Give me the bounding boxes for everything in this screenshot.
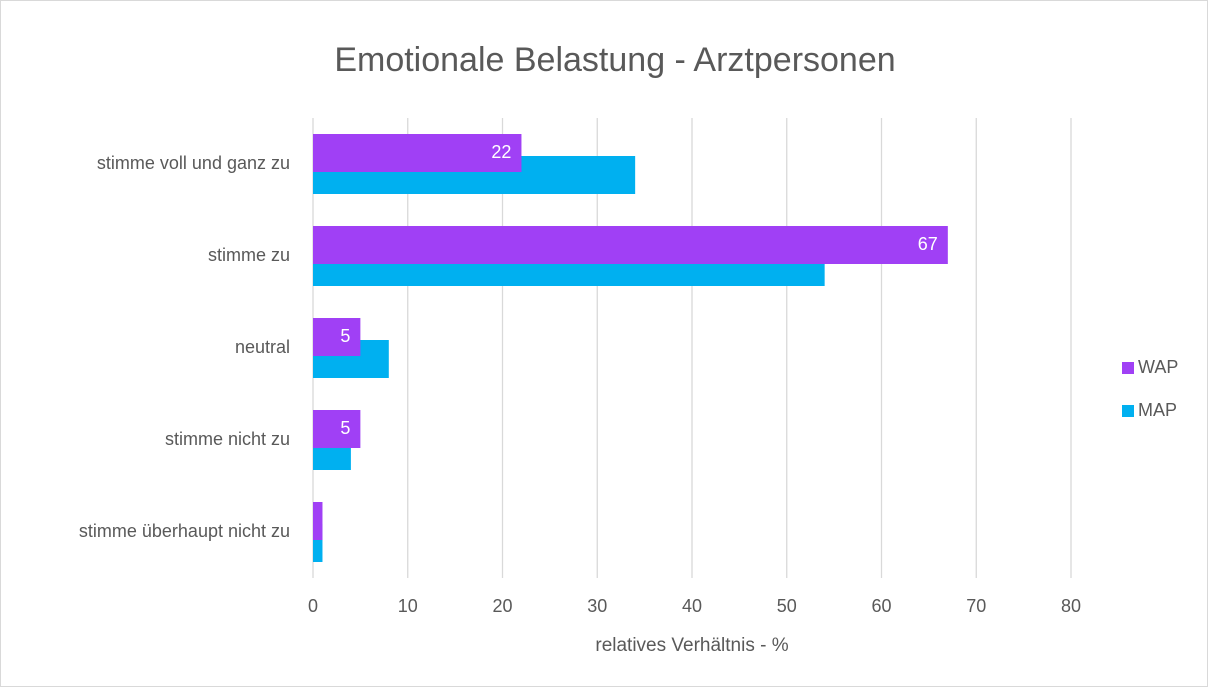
- legend-swatch: [1122, 362, 1134, 374]
- y-tick-label: stimme nicht zu: [165, 429, 290, 449]
- data-label: 67: [918, 234, 938, 254]
- x-tick-label: 50: [777, 596, 797, 616]
- bar: [313, 502, 323, 540]
- bar: [313, 226, 948, 264]
- x-tick-label: 30: [587, 596, 607, 616]
- bar: [313, 318, 361, 356]
- y-tick-label: stimme überhaupt nicht zu: [79, 521, 290, 541]
- chart-title: Emotionale Belastung - Arztpersonen: [334, 41, 895, 79]
- x-tick-label: 60: [871, 596, 891, 616]
- x-tick-label: 70: [966, 596, 986, 616]
- legend-label: MAP: [1138, 400, 1177, 420]
- legend-swatch: [1122, 405, 1134, 417]
- x-tick-label: 20: [492, 596, 512, 616]
- bar: [313, 410, 361, 448]
- x-axis-label: relatives Verhältnis - %: [595, 635, 788, 656]
- x-tick-label: 80: [1061, 596, 1081, 616]
- data-label: 22: [491, 142, 511, 162]
- x-tick-label: 10: [398, 596, 418, 616]
- y-tick-label: stimme zu: [208, 245, 290, 265]
- y-tick-label: neutral: [235, 337, 290, 357]
- legend-label: WAP: [1138, 357, 1178, 377]
- bar: [313, 524, 323, 562]
- y-tick-label: stimme voll und ganz zu: [97, 153, 290, 173]
- x-tick-label: 0: [308, 596, 318, 616]
- x-tick-label: 40: [682, 596, 702, 616]
- bar: [313, 134, 522, 172]
- data-label: 5: [340, 418, 350, 438]
- data-label: 5: [340, 326, 350, 346]
